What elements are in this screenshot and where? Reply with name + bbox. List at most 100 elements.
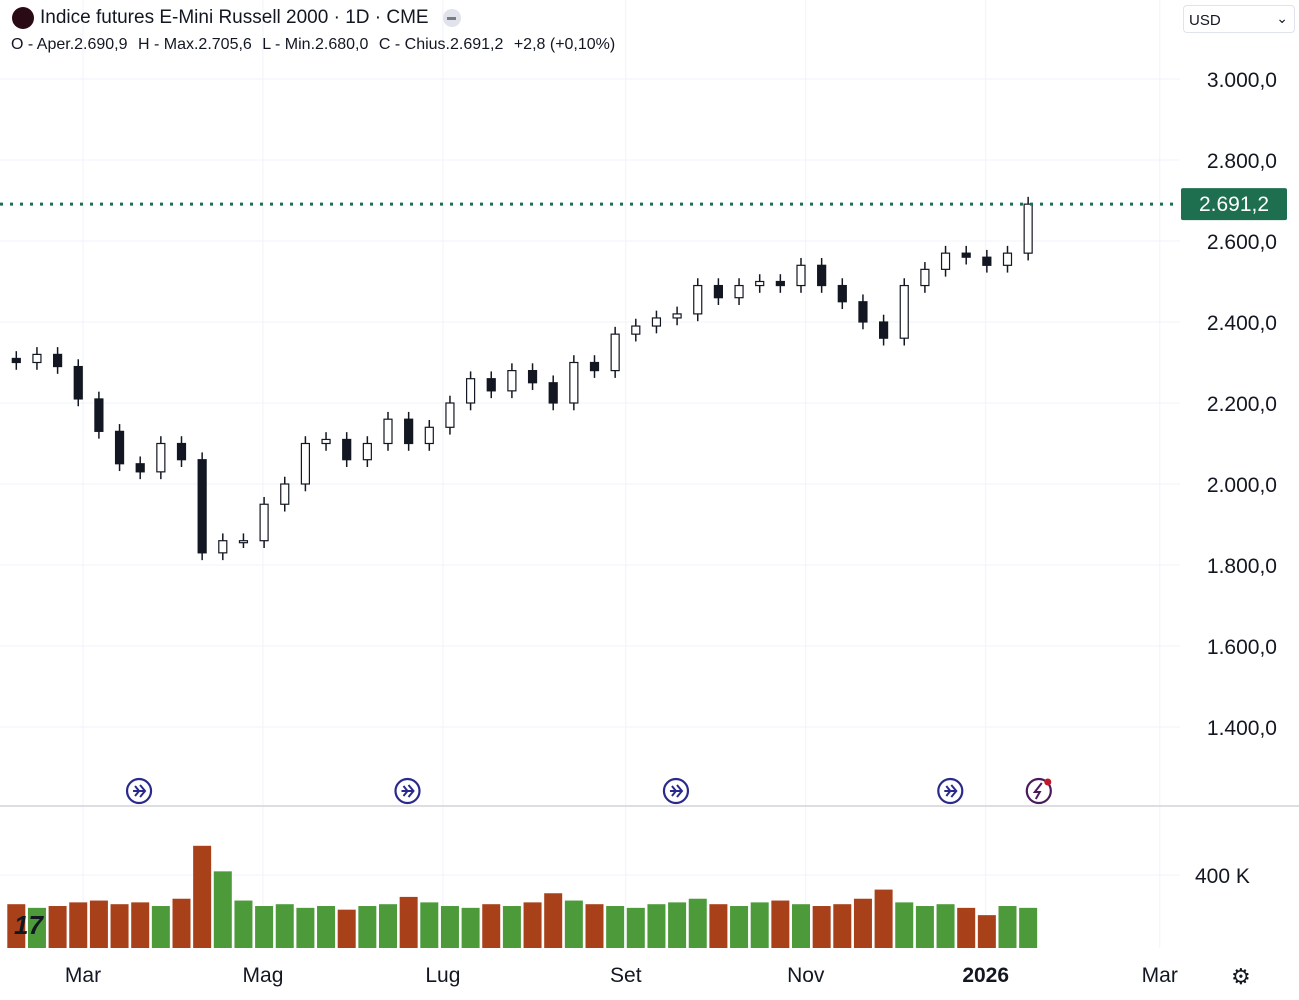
candle-body	[858, 301, 868, 323]
candle-body	[321, 438, 331, 445]
volume-bar	[440, 906, 459, 948]
candle-body	[527, 370, 538, 384]
volume-bar	[544, 893, 563, 948]
volume-bars	[7, 845, 1038, 948]
arrow-circle-icon	[125, 777, 153, 805]
volume-bar	[668, 902, 687, 948]
price-tick-label: 2.600,0	[1207, 231, 1277, 254]
candle-body	[52, 353, 63, 368]
volume-bar	[337, 909, 356, 948]
event-markers	[125, 777, 1052, 805]
candle-body	[569, 361, 579, 404]
volume-bar	[730, 906, 749, 948]
candle-body	[837, 284, 847, 303]
time-tick-label: Lug	[425, 964, 460, 987]
volume-bar	[89, 900, 108, 948]
arrow-glyph	[669, 784, 684, 798]
candle-body	[755, 280, 765, 287]
collapse-icon[interactable]	[442, 9, 461, 27]
candle-body	[548, 382, 558, 404]
volume-bar	[688, 898, 707, 948]
symbol-header: Indice futures E-Mini Russell 2000 · 1D …	[12, 7, 461, 29]
ohlc-low: L - Min.2.680,0	[262, 36, 369, 53]
chevron-down-icon: ⌄	[1276, 10, 1288, 26]
symbol-title[interactable]: Indice futures E-Mini Russell 2000 · 1D …	[40, 7, 429, 28]
volume-bar	[647, 904, 666, 948]
volume-bar	[523, 902, 542, 948]
time-axis[interactable]: Mar Mag Lug Set Nov 2026 Mar	[65, 964, 1178, 987]
candle-body	[631, 325, 641, 335]
grid-lines	[0, 0, 1180, 948]
volume-bar	[626, 907, 645, 948]
volume-bar	[296, 907, 315, 948]
price-tick-label: 1.400,0	[1207, 717, 1277, 740]
candle-body	[114, 430, 125, 465]
volume-bar	[379, 904, 397, 948]
candle-body	[982, 256, 992, 266]
volume-bar	[998, 906, 1017, 948]
candle-body	[589, 361, 600, 372]
gear-icon[interactable]: ⚙	[1231, 964, 1251, 989]
candle-body	[280, 483, 290, 505]
candle-body	[920, 268, 930, 287]
volume-bar	[172, 898, 191, 948]
candle-body	[445, 402, 455, 428]
candle-body	[197, 459, 207, 554]
volume-bar	[936, 904, 955, 948]
candle-body	[961, 252, 971, 258]
volume-bar	[833, 904, 852, 948]
price-tick-label: 2.800,0	[1207, 150, 1277, 173]
time-tick-label: 2026	[962, 964, 1009, 987]
volume-bar	[874, 889, 893, 948]
symbol-logo	[12, 7, 34, 29]
ohlc-open: O - Aper.2.690,9	[11, 36, 128, 53]
candle-body	[404, 418, 414, 445]
price-axis[interactable]: 3.000,0 2.800,0 2.600,0 2.400,0 2.200,0 2.000…	[1207, 69, 1277, 740]
price-tick-label: 2.200,0	[1207, 393, 1277, 416]
candle-body	[713, 284, 724, 299]
arrow-glyph	[944, 784, 958, 798]
candle-body	[11, 357, 21, 364]
price-tick-label: 1.800,0	[1207, 555, 1277, 578]
volume-bar	[585, 904, 604, 948]
currency-select[interactable]: USD ⌄	[1183, 5, 1295, 33]
candle-body	[486, 378, 496, 392]
volume-bar	[317, 906, 336, 948]
candle-body	[651, 317, 662, 327]
candle-body	[817, 264, 827, 287]
volume-bar	[193, 845, 212, 948]
lightning-circle-icon	[1025, 777, 1052, 805]
ohlc-close: C - Chius.2.691,2	[378, 36, 504, 53]
current-price-value: 2.691,2	[1199, 193, 1269, 216]
candle-body	[73, 365, 83, 400]
time-tick-label: Mar	[65, 964, 101, 987]
candle-body	[1023, 203, 1033, 254]
volume-bar	[255, 906, 274, 948]
volume-bar	[399, 896, 418, 948]
candle-body	[135, 463, 145, 473]
volume-bar	[275, 904, 294, 948]
volume-bar	[358, 906, 377, 948]
ohlc-change: +2,8 (+0,10%)	[513, 36, 616, 53]
notification-dot	[1044, 778, 1052, 786]
price-tick-label: 3.000,0	[1207, 69, 1277, 92]
tradingview-logo[interactable]: 17	[14, 910, 43, 940]
lightning-glyph	[1032, 782, 1043, 800]
price-tick-label: 2.400,0	[1207, 312, 1277, 335]
volume-bar	[606, 906, 625, 948]
volume-bar	[461, 907, 480, 948]
price-tick-label: 2.000,0	[1207, 474, 1277, 497]
candle-body	[672, 313, 682, 319]
candle-body	[32, 353, 42, 364]
candle-body	[899, 284, 909, 339]
time-tick-label: Mag	[243, 964, 284, 987]
currency-value: USD	[1189, 12, 1221, 29]
arrow-circle-icon	[937, 777, 964, 805]
candle-body	[259, 503, 269, 542]
volume-bar	[1019, 907, 1038, 948]
candle-body	[796, 264, 806, 287]
volume-bar	[69, 902, 88, 948]
volume-bar	[957, 907, 976, 948]
arrow-circle-icon	[394, 777, 421, 805]
